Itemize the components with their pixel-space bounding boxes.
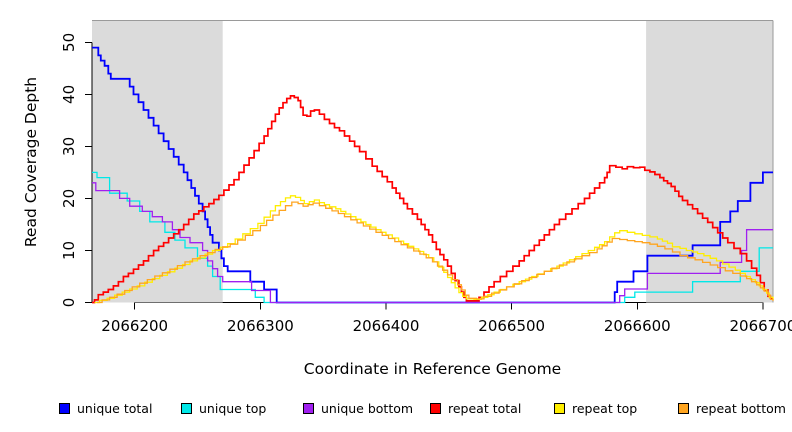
legend-swatch — [554, 402, 565, 414]
series-line-unique-total — [92, 46, 773, 304]
highlight-right-repeat-region — [646, 20, 773, 303]
legend: unique total unique top unique bottom repea… — [0, 401, 792, 421]
x-tick-label: 2066600 — [604, 317, 671, 335]
legend-item-unique-top: unique top — [181, 400, 267, 416]
x-tick-label: 2066400 — [353, 317, 420, 335]
legend-label: unique total — [77, 400, 153, 416]
legend-item-repeat-top: repeat top — [554, 400, 638, 416]
legend-swatch — [430, 402, 441, 414]
x-axis-title: Coordinate in Reference Genome — [304, 360, 561, 378]
x-tick-label: 2066500 — [478, 317, 545, 335]
series-line-repeat-bottom — [97, 201, 774, 304]
legend-label: unique top — [199, 400, 267, 416]
y-tick-label: 20 — [60, 189, 78, 208]
y-tick-label: 10 — [60, 241, 78, 260]
legend-swatch — [678, 402, 689, 414]
y-tick-label: 30 — [60, 137, 78, 156]
y-tick-label: 50 — [60, 33, 78, 52]
x-tick-label: 2066300 — [227, 317, 294, 335]
x-tick-label: 2066200 — [101, 317, 168, 335]
legend-swatch — [303, 402, 314, 414]
highlight-left-repeat-region — [92, 20, 223, 303]
series-line-repeat-top — [94, 195, 774, 304]
series-line-unique-top — [92, 171, 773, 304]
legend-label: unique bottom — [321, 400, 414, 416]
y-tick-label: 0 — [60, 298, 78, 308]
series-line-unique-bottom — [92, 182, 773, 304]
legend-label: repeat top — [572, 400, 638, 416]
x-tick-label: 2066700 — [729, 317, 792, 335]
legend-label: repeat total — [448, 400, 522, 416]
legend-item-repeat-total: repeat total — [430, 400, 522, 416]
legend-item-unique-bottom: unique bottom — [303, 400, 414, 416]
legend-swatch — [59, 402, 70, 414]
legend-label: repeat bottom — [696, 400, 786, 416]
legend-item-repeat-bottom: repeat bottom — [678, 400, 786, 416]
y-axis-title: Read Coverage Depth — [22, 77, 40, 247]
y-tick-label: 40 — [60, 85, 78, 104]
legend-item-unique-total: unique total — [59, 400, 153, 416]
legend-swatch — [181, 402, 192, 414]
series-line-repeat-total — [92, 95, 773, 304]
